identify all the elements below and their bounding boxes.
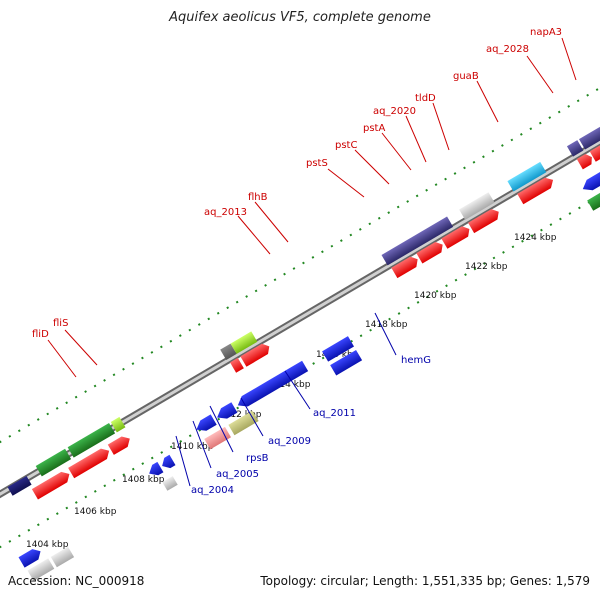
gene-aq_2009[interactable] (214, 402, 238, 422)
gene-pstA[interactable] (416, 239, 445, 264)
label-aq_2009[interactable]: aq_2009 (268, 436, 311, 447)
upper-genes (7, 117, 600, 500)
gene-red[interactable] (68, 446, 112, 479)
scale-tick-labels: 1404 kbp 1406 kbp 1408 kbp 1410 kbp 1412… (26, 233, 557, 550)
gene-napA3[interactable] (579, 117, 600, 150)
gene-aq_2005[interactable] (162, 476, 178, 491)
label-guaB[interactable]: guaB (453, 71, 479, 82)
gene-red[interactable] (230, 357, 244, 373)
accession-label: Accession: NC_000918 (8, 574, 145, 588)
gene-aq_2004b[interactable] (159, 454, 176, 471)
gene-aq_2011[interactable] (235, 360, 309, 411)
label-fliS[interactable]: fliS (53, 318, 68, 329)
label-pstC[interactable]: pstC (335, 140, 357, 151)
label-rpsB[interactable]: rpsB (246, 453, 269, 464)
scale-tick-label: 1404 kbp (26, 540, 69, 550)
scale-tick-label: 1406 kbp (74, 507, 117, 517)
upper-gene-labels: fliD fliS aq_2013 flhB pstS pstC pstA aq… (32, 27, 577, 378)
gene-grey[interactable] (50, 546, 75, 568)
label-napA3[interactable]: napA3 (530, 27, 562, 38)
gene-red[interactable] (240, 341, 272, 367)
genome-summary: Topology: circular; Length: 1,551,335 bp… (260, 574, 590, 588)
gene-blue[interactable] (580, 168, 600, 195)
gene-red[interactable] (589, 135, 600, 162)
gene-green[interactable] (587, 185, 600, 211)
scale-tick-label: 1418 kbp (365, 320, 408, 330)
gene-fliS[interactable] (35, 448, 72, 477)
gene-blue[interactable] (18, 546, 44, 568)
gene-hemG[interactable] (330, 349, 363, 376)
label-aq_2020[interactable]: aq_2020 (373, 106, 416, 117)
gene-flhB[interactable] (230, 331, 258, 354)
gene-red[interactable] (31, 469, 73, 500)
gene-red[interactable] (576, 152, 595, 170)
gene-tldD-grey[interactable] (459, 192, 495, 220)
scale-tick-label: 1412 kbp (219, 410, 262, 420)
label-aq_2011[interactable]: aq_2011 (313, 408, 356, 419)
scale-tick-label: 1410 kbp (171, 442, 214, 452)
gene-tldD[interactable] (468, 207, 502, 234)
gene-blue[interactable] (322, 336, 355, 362)
gene-aq_2028[interactable] (566, 140, 584, 157)
label-aq_2004[interactable]: aq_2004 (191, 485, 234, 496)
scale-tick-label: 1424 kbp (514, 233, 557, 243)
label-aq_2005[interactable]: aq_2005 (216, 469, 259, 480)
gene-guaB[interactable] (507, 161, 547, 192)
scale-tick-label: 1414 kbp (268, 380, 311, 390)
lower-genes (18, 168, 600, 581)
gene-rpsB-pink[interactable] (204, 426, 232, 450)
gene-aq_2020[interactable] (441, 224, 472, 249)
gene-aq_2013[interactable] (220, 343, 237, 360)
scale-tick-label: 1408 kbp (122, 475, 165, 485)
label-pstA[interactable]: pstA (363, 123, 385, 134)
scale-tick-label: 1422 kbp (465, 262, 508, 272)
label-aq_2028[interactable]: aq_2028 (486, 44, 529, 55)
gene-guaB-red[interactable] (517, 175, 556, 205)
gene-aq_2004[interactable] (146, 461, 164, 479)
gene-pstC[interactable] (391, 254, 420, 279)
label-aq_2013[interactable]: aq_2013 (204, 207, 247, 218)
gene-rpsB[interactable] (193, 414, 217, 434)
lower-gene-labels: aq_2004 aq_2005 rpsB aq_2009 aq_2011 hem… (175, 312, 431, 496)
label-pstS[interactable]: pstS (306, 158, 328, 169)
label-fliD[interactable]: fliD (32, 329, 49, 340)
gene-red[interactable] (107, 433, 133, 455)
gene-flagellar[interactable] (67, 422, 116, 458)
label-flhB[interactable]: flhB (248, 192, 268, 203)
scale-tick-label: 1420 kbp (414, 291, 457, 301)
page-title: Aquifex aeolicus VF5, complete genome (169, 10, 431, 25)
gene-aq_2009-khaki[interactable] (228, 410, 259, 436)
label-tldD[interactable]: tldD (415, 93, 436, 104)
gene-pstS[interactable] (381, 216, 454, 266)
gene-grey[interactable] (27, 558, 55, 581)
gene-fliD[interactable] (7, 476, 32, 496)
gene-green-small[interactable] (110, 416, 126, 433)
label-hemG[interactable]: hemG (401, 355, 431, 366)
